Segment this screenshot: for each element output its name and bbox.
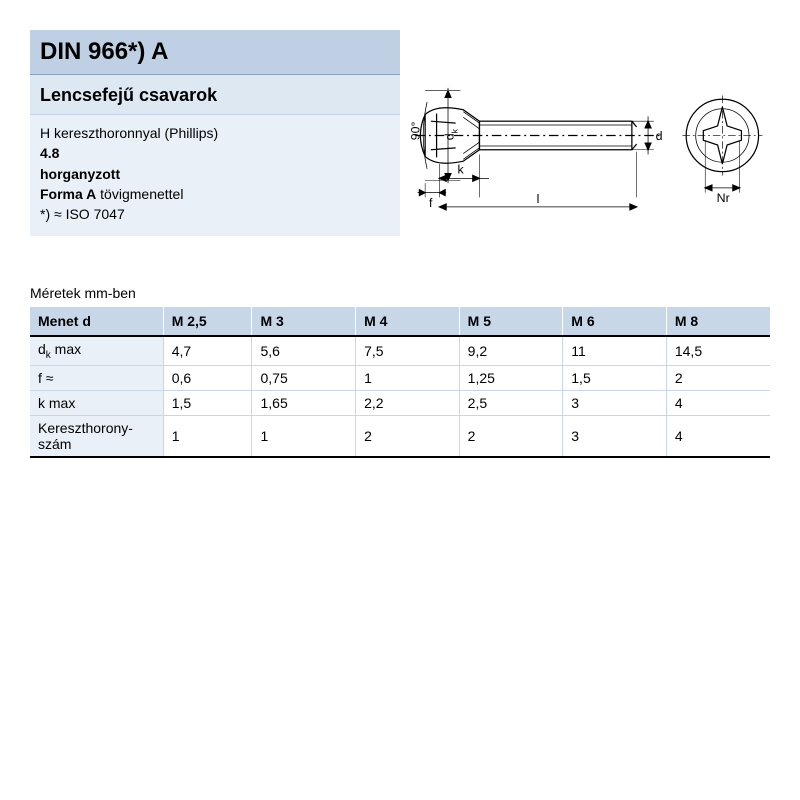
cell: 4 <box>666 415 770 457</box>
cell: 0,6 <box>163 365 252 390</box>
col-header: M 4 <box>356 307 460 336</box>
svg-text:dk: dk <box>443 128 460 140</box>
cell: 4,7 <box>163 336 252 365</box>
row-label: Kereszthorony-szám <box>30 415 163 457</box>
title-band: DIN 966*) A <box>30 30 400 75</box>
subtitle-band: Lencsefejű csavarok <box>30 75 400 115</box>
table-header-row: Menet dM 2,5M 3M 4M 5M 6M 8 <box>30 307 770 336</box>
screw-diagram-svg: 90° dk k f l d Nr <box>408 40 770 250</box>
product-name: Lencsefejű csavarok <box>40 85 390 106</box>
svg-text:f: f <box>429 196 433 210</box>
row-label: dk max <box>30 336 163 365</box>
svg-text:d: d <box>656 129 663 143</box>
cell: 1,5 <box>563 365 667 390</box>
cell: 9,2 <box>459 336 563 365</box>
units-caption: Méretek mm-ben <box>30 285 770 301</box>
col-header: Menet d <box>30 307 163 336</box>
cell: 3 <box>563 415 667 457</box>
col-header: M 6 <box>563 307 667 336</box>
svg-text:Nr: Nr <box>717 191 730 205</box>
cell: 2 <box>666 365 770 390</box>
cell: 2 <box>356 415 460 457</box>
table-row: Kereszthorony-szám112234 <box>30 415 770 457</box>
table-row: f ≈0,60,7511,251,52 <box>30 365 770 390</box>
cell: 11 <box>563 336 667 365</box>
row-label: k max <box>30 390 163 415</box>
table-row: dk max4,75,67,59,21114,5 <box>30 336 770 365</box>
cell: 4 <box>666 390 770 415</box>
standard-title: DIN 966*) A <box>40 38 390 66</box>
cell: 0,75 <box>252 365 356 390</box>
desc-finish: horganyzott <box>40 164 390 184</box>
cell: 1,5 <box>163 390 252 415</box>
cell: 1 <box>163 415 252 457</box>
cell: 7,5 <box>356 336 460 365</box>
technical-drawing: 90° dk k f l d Nr <box>408 30 770 255</box>
desc-iso: *) ≈ ISO 7047 <box>40 204 390 224</box>
cell: 1 <box>356 365 460 390</box>
cell: 1 <box>252 415 356 457</box>
svg-text:90°: 90° <box>408 121 422 140</box>
desc-grade: 4.8 <box>40 143 390 163</box>
row-label: f ≈ <box>30 365 163 390</box>
cell: 5,6 <box>252 336 356 365</box>
desc-form: Forma A tövigmenettel <box>40 184 390 204</box>
table-row: k max1,51,652,22,534 <box>30 390 770 415</box>
cell: 14,5 <box>666 336 770 365</box>
cell: 1,65 <box>252 390 356 415</box>
dimensions-table: Menet dM 2,5M 3M 4M 5M 6M 8 dk max4,75,6… <box>30 307 770 458</box>
cell: 2,5 <box>459 390 563 415</box>
desc-drive: H kereszthoronnyal (Phillips) <box>40 123 390 143</box>
cell: 3 <box>563 390 667 415</box>
col-header: M 8 <box>666 307 770 336</box>
cell: 2,2 <box>356 390 460 415</box>
cell: 2 <box>459 415 563 457</box>
description-band: H kereszthoronnyal (Phillips) 4.8 horgan… <box>30 115 400 236</box>
svg-text:k: k <box>458 163 465 177</box>
col-header: M 2,5 <box>163 307 252 336</box>
col-header: M 3 <box>252 307 356 336</box>
svg-text:l: l <box>537 192 540 206</box>
col-header: M 5 <box>459 307 563 336</box>
spec-info-panel: DIN 966*) A Lencsefejű csavarok H keresz… <box>30 30 400 236</box>
cell: 1,25 <box>459 365 563 390</box>
